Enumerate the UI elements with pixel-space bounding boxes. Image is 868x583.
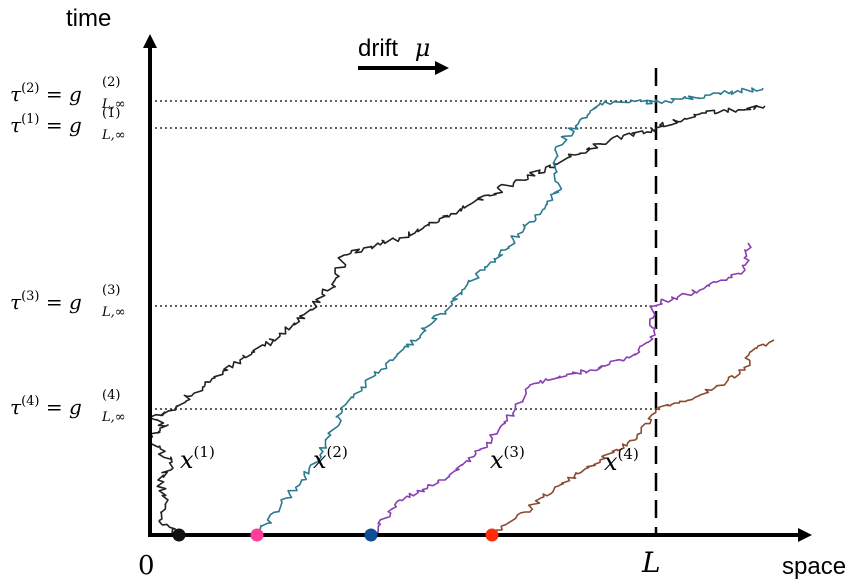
level-label-tau3: τ(3) = g (3) L,∞ (10, 283, 126, 320)
start-point-x4 (485, 528, 499, 542)
svg-text:τ(4) = g: τ(4) = g (10, 394, 82, 419)
svg-text:(4): (4) (102, 388, 120, 403)
svg-text:L,∞: L,∞ (101, 410, 126, 425)
path-label-x2: x(2) (313, 443, 348, 474)
svg-text:L,∞: L,∞ (101, 305, 126, 320)
level-label-tau4: τ(4) = g (4) L,∞ (10, 388, 126, 425)
level-label-tau2: τ(2) = g (2) L,∞ (10, 75, 126, 112)
svg-text:L,∞: L,∞ (101, 97, 126, 112)
svg-text:τ(1) = g: τ(1) = g (10, 112, 82, 137)
svg-text:L,∞: L,∞ (101, 128, 126, 143)
x-axis-label: space (782, 553, 846, 580)
svg-text:(1): (1) (102, 106, 120, 121)
drift-symbol: μ (415, 34, 431, 62)
start-point-x1 (172, 528, 186, 542)
svg-text:(2): (2) (102, 75, 120, 90)
path-label-x1: x(1) (180, 443, 215, 474)
path-x4 (490, 339, 775, 536)
svg-text:τ(3) = g: τ(3) = g (10, 289, 82, 314)
y-axis-label: time (66, 5, 111, 32)
path-x2 (254, 87, 764, 536)
start-point-x2 (250, 528, 264, 542)
path-label-x3: x(3) (490, 443, 525, 474)
level-label-tau1: τ(1) = g (1) L,∞ (10, 106, 126, 143)
path-x1 (149, 104, 766, 536)
path-label-x4: x(4) (604, 445, 639, 476)
drift-word: drift (358, 35, 398, 62)
L-label: L (641, 546, 661, 579)
origin-label: 0 (138, 551, 155, 581)
svg-text:(3): (3) (102, 283, 120, 298)
drift-label: drift μ (358, 34, 430, 62)
start-point-x3 (364, 528, 378, 542)
svg-text:τ(2) = g: τ(2) = g (10, 81, 82, 106)
path-x3 (368, 242, 752, 536)
